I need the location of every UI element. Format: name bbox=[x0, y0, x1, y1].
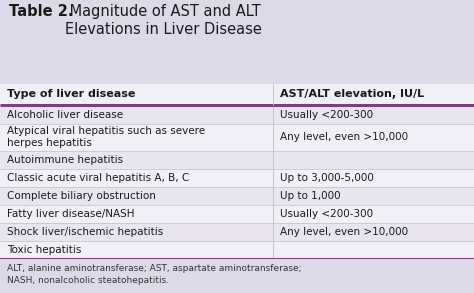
Bar bbox=[0, 169, 474, 187]
Text: ALT, alanine aminotransferase; AST, aspartate aminotransferase;
NASH, nonalcohol: ALT, alanine aminotransferase; AST, aspa… bbox=[7, 264, 301, 285]
Text: Any level, even >10,000: Any level, even >10,000 bbox=[280, 132, 408, 142]
Text: Autoimmune hepatitis: Autoimmune hepatitis bbox=[7, 155, 123, 165]
Text: Usually <200-300: Usually <200-300 bbox=[280, 110, 373, 120]
Text: Any level, even >10,000: Any level, even >10,000 bbox=[280, 227, 408, 237]
Text: Type of liver disease: Type of liver disease bbox=[7, 89, 136, 100]
Text: Alcoholic liver disease: Alcoholic liver disease bbox=[7, 110, 123, 120]
Text: Magnitude of AST and ALT
Elevations in Liver Disease: Magnitude of AST and ALT Elevations in L… bbox=[65, 4, 262, 37]
Text: Usually <200-300: Usually <200-300 bbox=[280, 209, 373, 219]
Text: Shock liver/ischemic hepatitis: Shock liver/ischemic hepatitis bbox=[7, 227, 164, 237]
Text: Fatty liver disease/NASH: Fatty liver disease/NASH bbox=[7, 209, 135, 219]
Bar bbox=[0, 241, 474, 259]
Text: Classic acute viral hepatitis A, B, C: Classic acute viral hepatitis A, B, C bbox=[7, 173, 189, 183]
Bar bbox=[0, 124, 474, 151]
Text: Up to 3,000-5,000: Up to 3,000-5,000 bbox=[280, 173, 374, 183]
Text: Toxic hepatitis: Toxic hepatitis bbox=[7, 245, 82, 255]
Text: Up to 1,000: Up to 1,000 bbox=[280, 191, 340, 201]
Bar bbox=[0, 105, 474, 124]
Bar bbox=[0, 187, 474, 205]
Text: Atypical viral hepatitis such as severe
herpes hepatitis: Atypical viral hepatitis such as severe … bbox=[7, 126, 205, 148]
Bar bbox=[0, 151, 474, 169]
Bar bbox=[0, 84, 474, 105]
Bar bbox=[0, 205, 474, 223]
Text: AST/ALT elevation, IU/L: AST/ALT elevation, IU/L bbox=[280, 89, 424, 100]
Text: Complete biliary obstruction: Complete biliary obstruction bbox=[7, 191, 156, 201]
Text: Table 2.: Table 2. bbox=[9, 4, 74, 19]
Bar bbox=[0, 223, 474, 241]
